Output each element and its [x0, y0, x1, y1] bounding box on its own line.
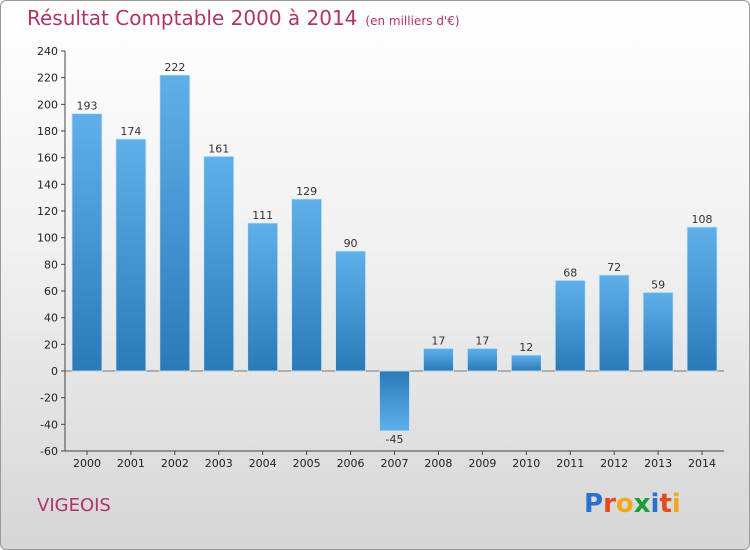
x-tick-label: 2008: [424, 457, 452, 470]
bar-value-label: 17: [431, 334, 445, 347]
proxiti-logo: Proxiti: [584, 489, 681, 519]
bar-value-label: 12: [519, 341, 533, 354]
bar: [159, 74, 191, 372]
bar: [598, 274, 630, 372]
logo-letter: P: [584, 489, 604, 519]
bar: [71, 113, 103, 372]
x-tick-label: 2012: [600, 457, 628, 470]
x-tick-label: 2000: [73, 457, 101, 470]
x-tick-label: 2013: [644, 457, 672, 470]
y-tick-label: -60: [40, 445, 58, 458]
y-tick-label: 240: [37, 45, 58, 58]
y-tick-label: 20: [44, 338, 58, 351]
bar-value-label: 68: [563, 266, 577, 279]
x-tick-label: 2002: [161, 457, 189, 470]
x-tick-label: 2010: [512, 457, 540, 470]
bar: [423, 347, 454, 372]
x-tick-label: 2001: [117, 457, 145, 470]
logo-letter: o: [615, 489, 634, 519]
y-tick-label: 80: [44, 258, 58, 271]
bar: [291, 198, 323, 372]
bar-value-label: 222: [164, 61, 185, 74]
y-tick-label: 200: [37, 98, 58, 111]
logo-letter: i: [650, 489, 660, 519]
y-tick-label: -40: [40, 418, 58, 431]
bar-value-label: 111: [252, 209, 273, 222]
bar: [203, 155, 235, 372]
x-tick-label: 2005: [293, 457, 321, 470]
bar: [335, 250, 366, 372]
bar-value-label: 108: [692, 213, 713, 226]
bar: [247, 222, 279, 372]
bar-value-label: 193: [76, 100, 97, 113]
bar: [379, 370, 410, 432]
x-tick-label: 2014: [688, 457, 716, 470]
logo-letter: x: [633, 489, 651, 519]
x-tick-label: 2003: [205, 457, 233, 470]
y-tick-label: 160: [37, 152, 58, 165]
x-tick-label: 2007: [381, 457, 409, 470]
logo-letter: i: [671, 489, 681, 519]
y-tick-label: 0: [51, 365, 58, 378]
bar: [686, 226, 718, 372]
y-tick-label: 100: [37, 232, 58, 245]
y-tick-label: -20: [40, 392, 58, 405]
y-tick-label: 220: [37, 72, 58, 85]
logo-letter: r: [603, 489, 616, 519]
title-unit: (en milliers d'€): [365, 14, 460, 28]
bar-value-label: -45: [386, 433, 404, 446]
y-tick-label: 180: [37, 125, 58, 138]
bar: [554, 279, 586, 372]
bar-value-label: 72: [607, 261, 621, 274]
bar-value-label: 129: [296, 185, 317, 198]
bar: [466, 347, 498, 372]
chart-title: Résultat Comptable 2000 à 2014 (en millie…: [27, 6, 460, 30]
x-tick-label: 2009: [468, 457, 496, 470]
bar-value-label: 90: [344, 237, 358, 250]
title-main: Résultat Comptable 2000 à 2014: [27, 6, 358, 30]
bar-value-label: 161: [208, 142, 229, 155]
x-tick-label: 2011: [556, 457, 584, 470]
y-tick-label: 140: [37, 178, 58, 191]
bar-value-label: 17: [475, 334, 489, 347]
y-tick-label: 120: [37, 205, 58, 218]
x-tick-label: 2006: [337, 457, 365, 470]
y-tick-label: 40: [44, 312, 58, 325]
y-tick-label: 60: [44, 285, 58, 298]
bar: [115, 138, 147, 372]
bar: [510, 354, 542, 372]
logo-letter: t: [659, 489, 672, 519]
bar: [642, 291, 674, 372]
commune-name: VIGEOIS: [37, 495, 111, 516]
bar-value-label: 174: [120, 125, 141, 138]
x-tick-label: 2004: [249, 457, 277, 470]
bar-value-label: 59: [651, 278, 665, 291]
